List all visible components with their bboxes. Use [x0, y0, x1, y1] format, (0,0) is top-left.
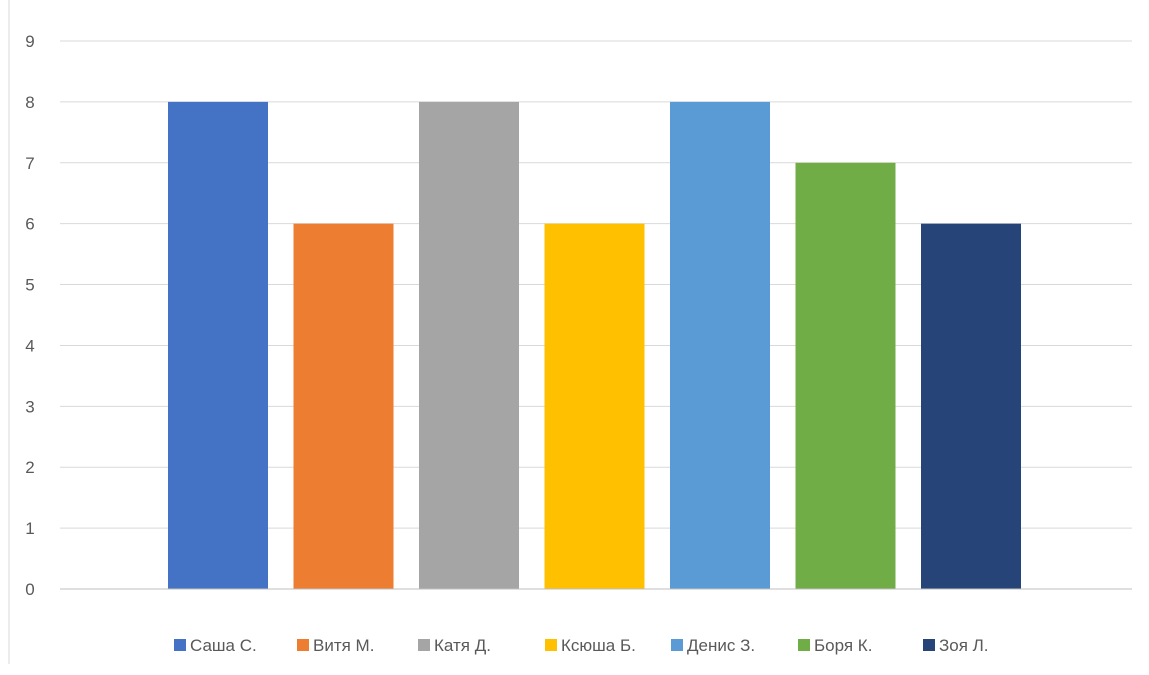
legend: Саша С. Витя М. Катя Д. Ксюша Б. Денис З. Бор… — [174, 636, 989, 655]
bar — [544, 223, 645, 589]
legend-label: Катя Д. — [434, 636, 491, 655]
legend-swatch — [418, 639, 430, 651]
y-tick-label: 9 — [25, 32, 34, 51]
y-tick-label: 7 — [25, 154, 34, 173]
y-axis-tick-labels: 0 1 2 3 4 5 6 7 8 9 — [25, 32, 34, 599]
bar — [419, 101, 519, 589]
bar — [795, 162, 896, 589]
bar — [921, 223, 1021, 589]
legend-swatch — [671, 639, 683, 651]
bars — [168, 101, 1021, 589]
legend-label: Денис З. — [687, 636, 755, 655]
legend-swatch — [174, 639, 186, 651]
legend-swatch — [923, 639, 935, 651]
y-tick-label: 2 — [25, 458, 34, 477]
y-tick-label: 1 — [25, 519, 34, 538]
legend-label: Ксюша Б. — [561, 636, 636, 655]
y-tick-label: 0 — [25, 580, 34, 599]
legend-swatch — [798, 639, 810, 651]
legend-label: Боря К. — [814, 636, 872, 655]
bar — [293, 223, 394, 589]
legend-swatch — [545, 639, 557, 651]
y-tick-label: 3 — [25, 397, 34, 416]
y-tick-label: 8 — [25, 93, 34, 112]
bar — [168, 101, 268, 589]
y-tick-label: 4 — [25, 336, 34, 355]
y-tick-label: 6 — [25, 215, 34, 234]
y-tick-label: 5 — [25, 276, 34, 295]
bar — [670, 101, 770, 589]
legend-swatch — [297, 639, 309, 651]
legend-label: Саша С. — [190, 636, 257, 655]
legend-label: Зоя Л. — [939, 636, 989, 655]
legend-label: Витя М. — [313, 636, 374, 655]
